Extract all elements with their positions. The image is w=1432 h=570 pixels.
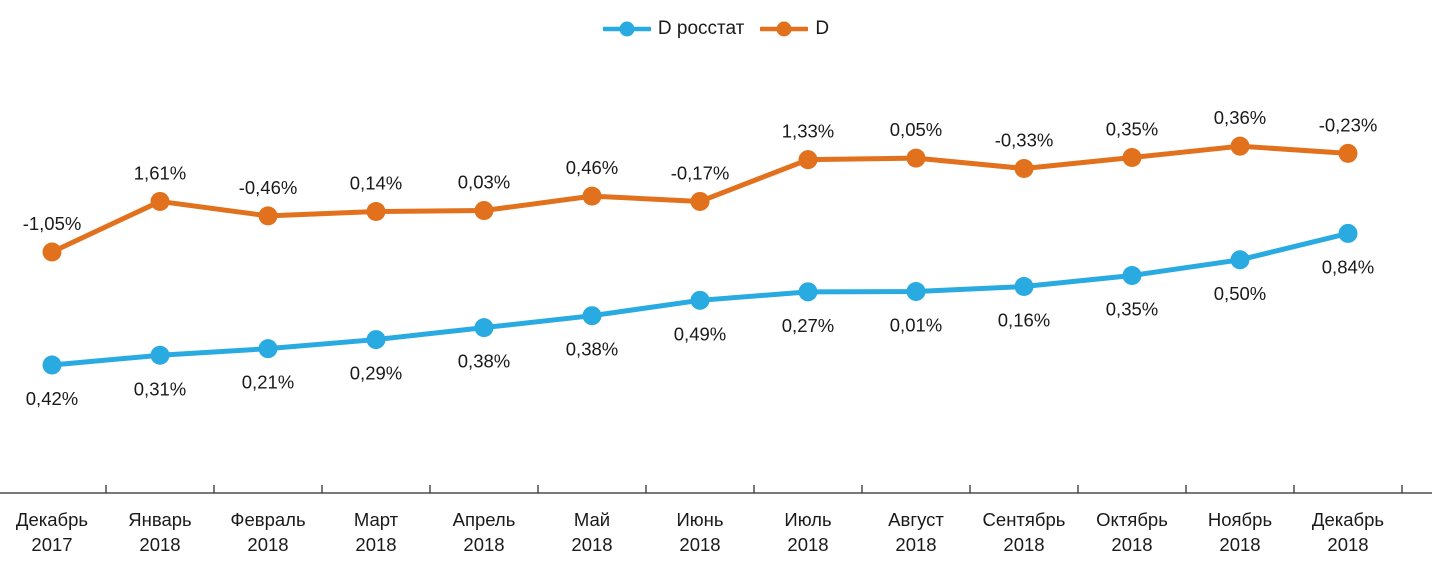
- data-label: 0,27%: [782, 315, 834, 336]
- data-label: 0,35%: [1106, 118, 1158, 139]
- x-axis-label-year: 2018: [1111, 534, 1152, 555]
- legend-label-d-rosstat: D росстат: [657, 18, 745, 39]
- data-label: 0,38%: [458, 351, 510, 372]
- data-label: -1,05%: [23, 213, 82, 234]
- x-axis-label-year: 2018: [787, 534, 828, 555]
- data-point-marker: [798, 282, 818, 302]
- data-label: 0,21%: [242, 372, 294, 393]
- data-point-marker: [150, 191, 170, 211]
- data-label: 0,49%: [674, 323, 726, 344]
- data-point-marker: [582, 306, 602, 326]
- data-point-marker: [690, 290, 710, 310]
- chart-legend: D росстат D: [0, 18, 1432, 40]
- x-axis-label-year: 2018: [571, 534, 612, 555]
- x-axis-label-month: Июль: [784, 509, 831, 530]
- data-label: 0,46%: [566, 157, 618, 178]
- data-label: 0,14%: [350, 172, 402, 193]
- data-point-marker: [42, 355, 62, 375]
- x-axis-label-year: 2018: [463, 534, 504, 555]
- x-axis-label-month: Сентябрь: [983, 509, 1066, 530]
- data-label: 0,03%: [458, 172, 510, 193]
- data-point-marker: [1230, 136, 1250, 156]
- data-point-marker: [366, 201, 386, 221]
- x-axis-label-year: 2018: [1327, 534, 1368, 555]
- data-label: 0,01%: [890, 315, 942, 336]
- data-point-marker: [906, 282, 926, 302]
- legend-label-d: D: [815, 18, 830, 39]
- x-axis-label-year: 2018: [1219, 534, 1260, 555]
- x-axis-label-month: Май: [574, 509, 610, 530]
- data-point-marker: [150, 345, 170, 365]
- x-axis-label-month: Январь: [128, 509, 191, 530]
- x-axis-label-month: Ноябрь: [1208, 509, 1272, 530]
- x-axis-label-year: 2018: [895, 534, 936, 555]
- legend-line-marker-icon: [760, 21, 809, 37]
- x-axis-label-month: Июнь: [676, 509, 723, 530]
- data-point-marker: [1122, 266, 1142, 286]
- data-point-marker: [258, 339, 278, 359]
- x-axis-label-year: 2018: [1003, 534, 1044, 555]
- data-label: 0,84%: [1322, 256, 1374, 277]
- data-label: 0,29%: [350, 363, 402, 384]
- data-label: -0,23%: [1319, 114, 1378, 135]
- data-point-marker: [474, 201, 494, 221]
- x-axis-label-year: 2018: [679, 534, 720, 555]
- data-label: 0,42%: [26, 388, 78, 409]
- data-label: 0,50%: [1214, 283, 1266, 304]
- data-label: 0,36%: [1214, 107, 1266, 128]
- x-axis-label-month: Октябрь: [1096, 509, 1168, 530]
- data-point-marker: [1338, 143, 1358, 163]
- data-point-marker: [366, 330, 386, 350]
- data-label: -0,33%: [995, 129, 1054, 150]
- x-axis-label-year: 2017: [31, 534, 72, 555]
- x-axis-label-year: 2018: [139, 534, 180, 555]
- legend-item-d: D: [760, 18, 829, 40]
- data-point-marker: [1014, 277, 1034, 296]
- data-label: -0,46%: [239, 177, 298, 198]
- x-axis-label-month: Декабрь: [1312, 509, 1384, 530]
- legend-item-d-rosstat: D росстат: [602, 18, 745, 40]
- data-label: 0,38%: [566, 339, 618, 360]
- data-label: 0,31%: [134, 378, 186, 399]
- data-label: -0,17%: [671, 162, 730, 183]
- data-point-marker: [1014, 158, 1034, 178]
- data-point-marker: [474, 318, 494, 338]
- data-point-marker: [906, 148, 926, 168]
- x-axis-label-year: 2018: [247, 534, 288, 555]
- data-point-marker: [42, 242, 62, 262]
- data-label: 0,16%: [998, 310, 1050, 331]
- x-axis-label-year: 2018: [355, 534, 396, 555]
- data-point-marker: [1122, 147, 1142, 167]
- data-point-marker: [582, 186, 602, 206]
- x-axis-label-month: Апрель: [453, 509, 516, 530]
- x-axis-label-month: Декабрь: [16, 509, 88, 530]
- data-point-marker: [690, 191, 710, 211]
- data-label: 0,35%: [1106, 299, 1158, 320]
- data-label: 0,05%: [890, 119, 942, 140]
- data-point-marker: [1338, 223, 1358, 243]
- data-label: 1,61%: [134, 162, 186, 183]
- x-axis-label-month: Февраль: [230, 509, 305, 530]
- x-axis-label-month: Март: [354, 509, 399, 530]
- data-point-marker: [1230, 250, 1250, 270]
- x-axis-label-month: Август: [888, 509, 944, 530]
- data-point-marker: [798, 150, 818, 170]
- data-point-marker: [258, 206, 278, 226]
- data-label: 1,33%: [782, 121, 834, 142]
- legend-line-marker-icon: [602, 21, 651, 37]
